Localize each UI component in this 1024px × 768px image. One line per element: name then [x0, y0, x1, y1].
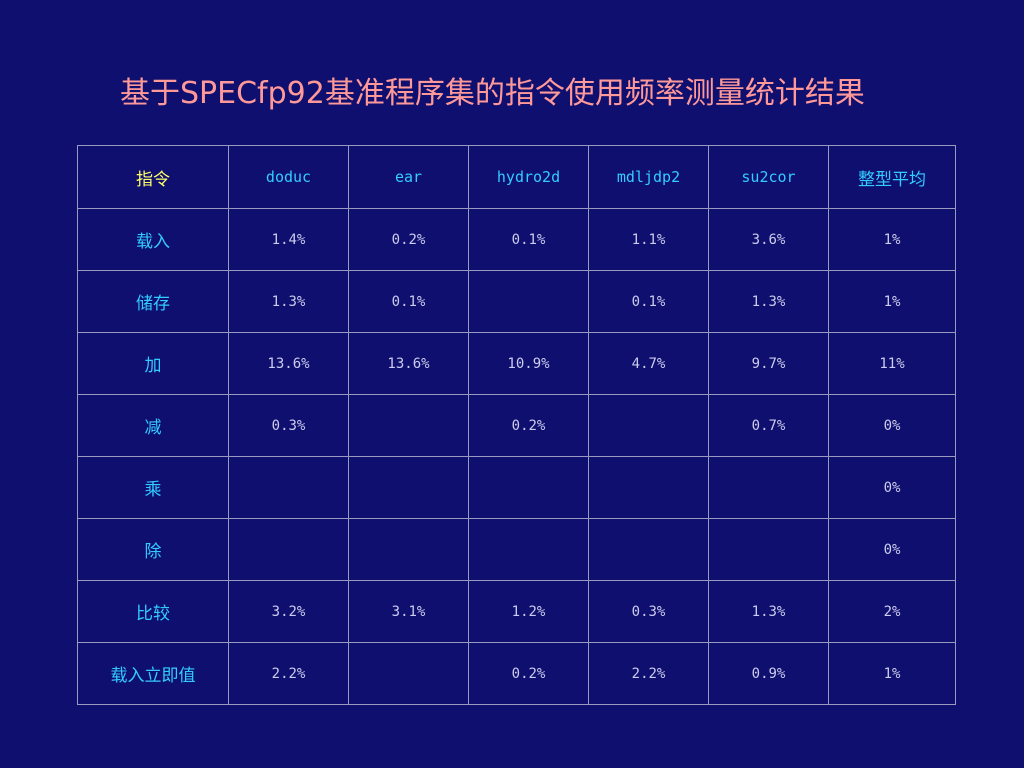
header-benchmark-doduc: doduc: [228, 145, 349, 209]
table-row: 比较 3.2% 3.1% 1.2% 0.3% 1.3% 2%: [77, 580, 956, 643]
row-label: 比较: [77, 580, 229, 643]
cell-hydro2d: [468, 518, 589, 581]
cell-doduc: 1.3%: [228, 270, 349, 333]
header-benchmark-mdljdp2: mdljdp2: [588, 145, 709, 209]
cell-average: 0%: [828, 394, 956, 457]
cell-hydro2d: 1.2%: [468, 580, 589, 643]
cell-mdljdp2: 0.1%: [588, 270, 709, 333]
instruction-frequency-table: 指令 doduc ear hydro2d mdljdp2 su2cor 整型平均…: [77, 145, 956, 705]
cell-average: 1%: [828, 208, 956, 271]
cell-su2cor: 0.9%: [708, 642, 829, 705]
cell-ear: 3.1%: [348, 580, 469, 643]
cell-su2cor: 3.6%: [708, 208, 829, 271]
cell-ear: [348, 518, 469, 581]
header-benchmark-ear: ear: [348, 145, 469, 209]
cell-doduc: 3.2%: [228, 580, 349, 643]
row-label: 乘: [77, 456, 229, 519]
header-average: 整型平均: [828, 145, 956, 209]
cell-average: 1%: [828, 642, 956, 705]
cell-hydro2d: [468, 456, 589, 519]
cell-ear: 0.1%: [348, 270, 469, 333]
cell-mdljdp2: [588, 518, 709, 581]
table-row: 载入立即值 2.2% 0.2% 2.2% 0.9% 1%: [77, 642, 956, 705]
row-label: 加: [77, 332, 229, 395]
cell-mdljdp2: 2.2%: [588, 642, 709, 705]
cell-ear: [348, 394, 469, 457]
row-label: 储存: [77, 270, 229, 333]
cell-hydro2d: 10.9%: [468, 332, 589, 395]
cell-mdljdp2: [588, 394, 709, 457]
cell-hydro2d: 0.2%: [468, 642, 589, 705]
table-row: 除 0%: [77, 518, 956, 581]
cell-doduc: 1.4%: [228, 208, 349, 271]
cell-average: 2%: [828, 580, 956, 643]
cell-doduc: [228, 456, 349, 519]
cell-doduc: 0.3%: [228, 394, 349, 457]
slide-title: 基于SPECfp92基准程序集的指令使用频率测量统计结果: [120, 76, 865, 111]
cell-su2cor: 1.3%: [708, 580, 829, 643]
cell-ear: 13.6%: [348, 332, 469, 395]
cell-average: 11%: [828, 332, 956, 395]
table-row: 加 13.6% 13.6% 10.9% 4.7% 9.7% 11%: [77, 332, 956, 395]
cell-ear: [348, 456, 469, 519]
table-row: 减 0.3% 0.2% 0.7% 0%: [77, 394, 956, 457]
table-body: 载入 1.4% 0.2% 0.1% 1.1% 3.6% 1% 储存 1.3% 0.1% 0.1% 1.…: [77, 208, 956, 705]
header-instruction: 指令: [77, 145, 229, 209]
cell-doduc: 13.6%: [228, 332, 349, 395]
cell-doduc: 2.2%: [228, 642, 349, 705]
row-label: 除: [77, 518, 229, 581]
row-label: 减: [77, 394, 229, 457]
cell-su2cor: 0.7%: [708, 394, 829, 457]
row-label: 载入: [77, 208, 229, 271]
cell-ear: 0.2%: [348, 208, 469, 271]
cell-doduc: [228, 518, 349, 581]
cell-average: 0%: [828, 456, 956, 519]
cell-su2cor: [708, 518, 829, 581]
table-row: 储存 1.3% 0.1% 0.1% 1.3% 1%: [77, 270, 956, 333]
cell-average: 0%: [828, 518, 956, 581]
cell-mdljdp2: [588, 456, 709, 519]
cell-mdljdp2: 4.7%: [588, 332, 709, 395]
cell-su2cor: [708, 456, 829, 519]
row-label: 载入立即值: [77, 642, 229, 705]
header-benchmark-hydro2d: hydro2d: [468, 145, 589, 209]
cell-average: 1%: [828, 270, 956, 333]
cell-ear: [348, 642, 469, 705]
table-row: 载入 1.4% 0.2% 0.1% 1.1% 3.6% 1%: [77, 208, 956, 271]
cell-hydro2d: [468, 270, 589, 333]
header-benchmark-su2cor: su2cor: [708, 145, 829, 209]
cell-mdljdp2: 0.3%: [588, 580, 709, 643]
cell-hydro2d: 0.1%: [468, 208, 589, 271]
cell-su2cor: 9.7%: [708, 332, 829, 395]
table-row: 乘 0%: [77, 456, 956, 519]
cell-su2cor: 1.3%: [708, 270, 829, 333]
table-header-row: 指令 doduc ear hydro2d mdljdp2 su2cor 整型平均: [77, 145, 956, 209]
cell-hydro2d: 0.2%: [468, 394, 589, 457]
cell-mdljdp2: 1.1%: [588, 208, 709, 271]
